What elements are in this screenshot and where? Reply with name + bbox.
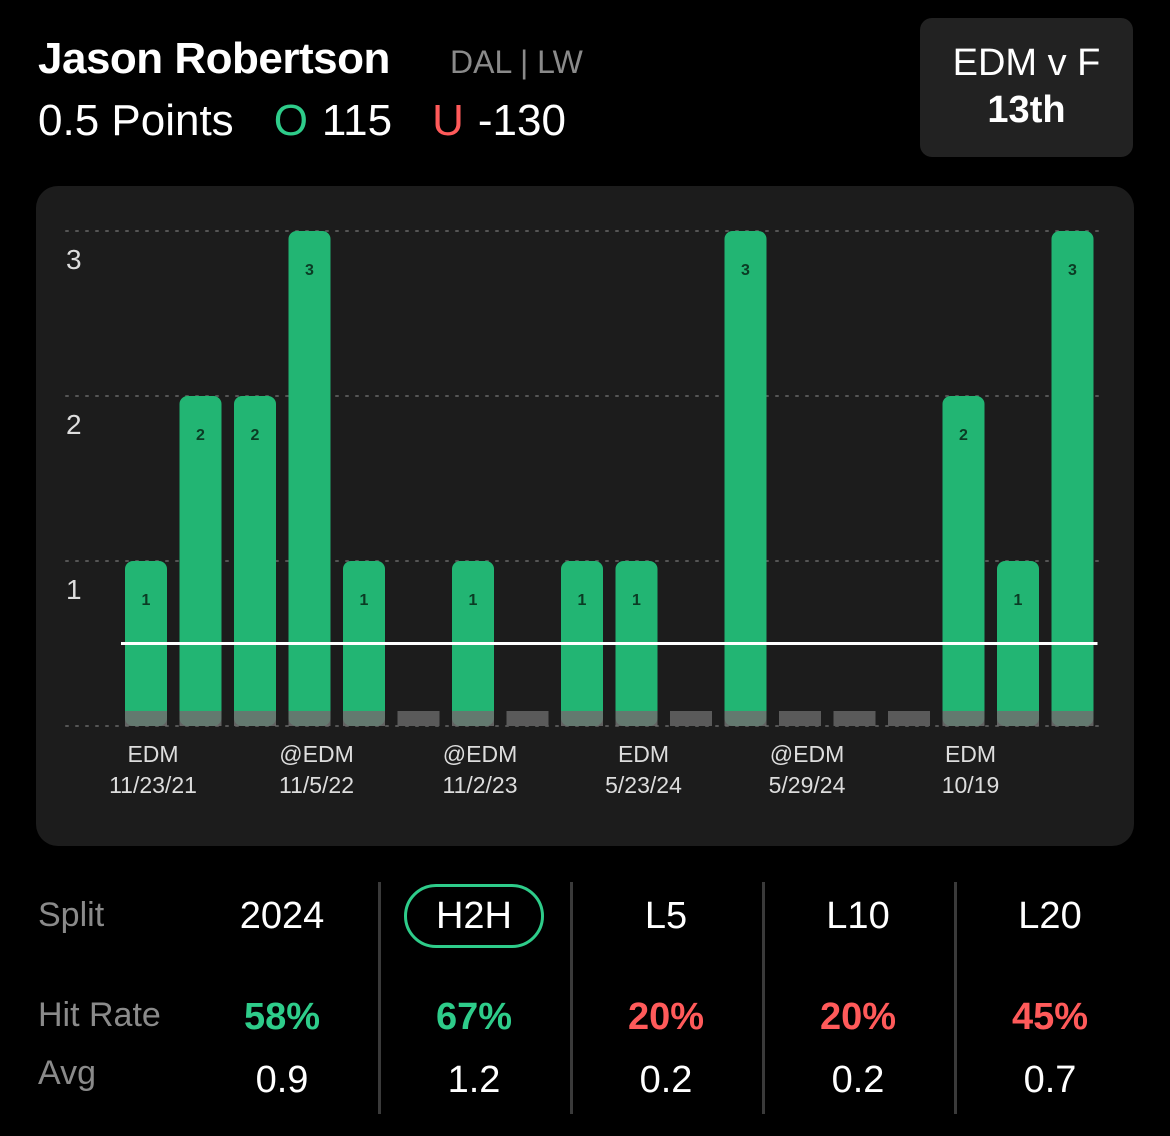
x-label-opponent: EDM xyxy=(618,741,669,767)
over-icon: O xyxy=(273,96,308,145)
column-divider xyxy=(762,882,765,1114)
bar-base xyxy=(997,711,1039,726)
bar-value-label: 3 xyxy=(305,262,314,279)
bar-value-label: 2 xyxy=(251,427,260,444)
bar-base xyxy=(1051,711,1094,726)
split-tab[interactable]: L5 xyxy=(644,895,688,937)
bar xyxy=(397,711,440,726)
stat-column-l20[interactable]: L20 45% 0.7 xyxy=(955,884,1145,1102)
over-odds[interactable]: 115 xyxy=(321,96,393,145)
x-label-date: 5/23/24 xyxy=(605,772,682,798)
avg-value: 0.9 xyxy=(255,1059,309,1101)
x-label-opponent: EDM xyxy=(945,741,996,767)
bar-value-label: 2 xyxy=(959,427,968,444)
x-label-date: 10/19 xyxy=(942,772,1000,798)
bar-base xyxy=(288,711,331,726)
hit-rate-value: 20% xyxy=(819,996,897,1038)
bar-value-label: 1 xyxy=(1014,592,1023,609)
bar xyxy=(833,711,876,726)
stats-table: Split Hit Rate Avg 2024 58% 0.9 H2H 67% … xyxy=(0,870,1170,1136)
bar-chart: 1 2 3 1 2 2 3 1 1 1 1 3 2 1 3 EDM 11/23/21 @EDM 11/5/22 @ED… xyxy=(65,230,1105,798)
x-label-date: 11/23/21 xyxy=(109,772,197,798)
bar-base xyxy=(343,711,385,726)
bar-base xyxy=(561,711,603,726)
hit-rate-value: 45% xyxy=(1011,996,1089,1038)
bar xyxy=(942,396,985,726)
avg-value: 0.7 xyxy=(1023,1059,1077,1101)
team-position: DAL | LW xyxy=(450,44,583,80)
player-name: Jason Robertson xyxy=(38,34,390,83)
bar xyxy=(234,396,276,726)
x-label-date: 11/5/22 xyxy=(279,772,354,798)
split-tab[interactable]: L10 xyxy=(826,895,890,937)
x-label-date: 5/29/24 xyxy=(769,772,846,798)
bar-base xyxy=(615,711,658,726)
column-divider xyxy=(378,882,381,1114)
matchup-rank: 13th xyxy=(987,89,1066,131)
matchup-badge[interactable]: EDM v F 13th xyxy=(920,18,1133,157)
bar-value-label: 1 xyxy=(142,592,151,609)
column-divider xyxy=(954,882,957,1114)
bar-base xyxy=(452,711,494,726)
x-label-opponent: @EDM xyxy=(443,741,517,767)
avg-value: 1.2 xyxy=(447,1059,501,1101)
y-tick-label: 2 xyxy=(66,409,82,440)
avg-value: 0.2 xyxy=(831,1059,885,1101)
avg-value: 0.2 xyxy=(639,1059,693,1101)
stat-column-l10[interactable]: L10 20% 0.2 xyxy=(763,884,953,1102)
bar-value-label: 3 xyxy=(1068,262,1077,279)
bar xyxy=(724,231,767,726)
y-tick-label: 1 xyxy=(66,574,82,605)
bar-base xyxy=(942,711,985,726)
split-label: Split xyxy=(38,896,105,934)
bar-value-label: 1 xyxy=(578,592,587,609)
bar-value-label: 1 xyxy=(360,592,369,609)
bar-base xyxy=(234,711,276,726)
bar xyxy=(888,711,930,726)
matchup-opponent: EDM v F xyxy=(952,42,1101,84)
bar-value-label: 1 xyxy=(469,592,478,609)
bar xyxy=(670,711,712,726)
bar-value-label: 3 xyxy=(741,262,750,279)
split-tab[interactable]: L20 xyxy=(1018,895,1082,937)
bar xyxy=(779,711,821,726)
prop-line: 0.5 Points xyxy=(38,96,234,145)
y-tick-label: 3 xyxy=(66,244,82,275)
bar-base xyxy=(125,711,167,726)
bar xyxy=(288,231,331,726)
stat-column-l5[interactable]: L5 20% 0.2 xyxy=(571,884,761,1102)
x-label-opponent: @EDM xyxy=(279,741,353,767)
split-tab[interactable]: 2024 xyxy=(239,895,325,937)
bar-value-label: 1 xyxy=(632,592,641,609)
bar xyxy=(179,396,222,726)
hit-rate-value: 20% xyxy=(627,996,705,1038)
under-icon: U xyxy=(432,96,464,145)
split-tab-active[interactable]: H2H xyxy=(404,884,544,948)
prop-line-row: 0.5 Points O 115 U -130 xyxy=(38,96,566,146)
hit-rate-label: Hit Rate xyxy=(38,996,161,1034)
hit-rate-value: 67% xyxy=(435,996,513,1038)
x-label-date: 11/2/23 xyxy=(442,772,517,798)
avg-label: Avg xyxy=(38,1054,96,1092)
bar-value-label: 2 xyxy=(196,427,205,444)
stat-column-h2h[interactable]: H2H 67% 1.2 xyxy=(379,884,569,1102)
bar xyxy=(506,711,549,726)
x-label-opponent: @EDM xyxy=(770,741,844,767)
hit-rate-value: 58% xyxy=(243,996,321,1038)
bar xyxy=(1051,231,1094,726)
x-label-opponent: EDM xyxy=(127,741,178,767)
column-divider xyxy=(570,882,573,1114)
chart-panel: 1 2 3 1 2 2 3 1 1 1 1 3 2 1 3 EDM 11/23/21 @EDM 11/5/22 @ED… xyxy=(36,186,1134,846)
bar-base xyxy=(179,711,222,726)
stat-column-2024[interactable]: 2024 58% 0.9 xyxy=(187,884,377,1102)
under-odds[interactable]: -130 xyxy=(477,96,566,145)
bar-base xyxy=(724,711,767,726)
